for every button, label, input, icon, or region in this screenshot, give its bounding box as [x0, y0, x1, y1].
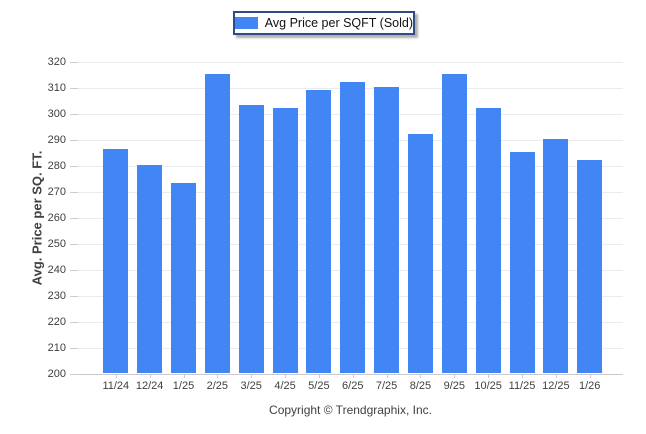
- bar-10-25: [475, 107, 501, 373]
- y-tick-label: 280: [47, 160, 66, 172]
- x-axis-tick: [183, 374, 185, 378]
- y-axis-tick: [70, 348, 78, 349]
- y-axis-tick: [70, 244, 78, 245]
- x-tick-label: 8/25: [409, 380, 432, 392]
- bar-4-25: [272, 107, 298, 373]
- y-tick-label: 210: [47, 342, 66, 354]
- x-axis-line: [78, 374, 623, 375]
- y-tick-label: 220: [47, 316, 66, 328]
- y-axis-title: Avg. Price per SQ. FT.: [29, 150, 45, 286]
- y-tick-label: 320: [47, 56, 66, 68]
- x-axis-tick: [251, 374, 253, 378]
- bar-1-26: [577, 159, 603, 373]
- y-axis-tick: [70, 166, 78, 167]
- x-tick-label: 2/25: [206, 380, 229, 392]
- x-axis-tick: [555, 374, 557, 378]
- x-axis-tick: [217, 374, 219, 378]
- copyright-text: Copyright © Trendgraphix, Inc.: [269, 403, 432, 417]
- y-tick-label: 310: [47, 82, 66, 94]
- x-axis-tick: [285, 374, 287, 378]
- x-axis-tick: [318, 374, 320, 378]
- y-tick-label: 300: [47, 108, 66, 120]
- bar-11-25: [509, 152, 535, 373]
- bar-6-25: [340, 81, 366, 373]
- y-tick-label: 290: [47, 134, 66, 146]
- y-axis-tick: [70, 374, 78, 375]
- bar-12-24: [137, 165, 163, 373]
- x-axis-tick: [454, 374, 456, 378]
- bar-5-25: [306, 89, 332, 373]
- x-tick-label: 10/25: [474, 380, 502, 392]
- bar-8-25: [407, 133, 433, 373]
- legend-swatch-icon: [235, 17, 258, 29]
- x-tick-label: 9/25: [443, 380, 466, 392]
- bar-9-25: [441, 74, 467, 373]
- bar-3-25: [238, 105, 264, 373]
- y-axis-tick: [70, 296, 78, 297]
- x-tick-label: 12/25: [542, 380, 570, 392]
- x-axis-tick: [522, 374, 523, 378]
- bar-11-24: [103, 149, 129, 373]
- y-tick-label: 260: [47, 212, 66, 224]
- x-tick-label: 1/25: [172, 380, 195, 392]
- x-tick-label: 7/25: [375, 380, 398, 392]
- bar-7-25: [374, 87, 400, 373]
- gridline: [78, 62, 623, 63]
- x-tick-label: 6/25: [342, 380, 364, 392]
- y-axis-tick: [70, 192, 78, 193]
- y-axis-tick: [70, 322, 78, 323]
- legend: Avg Price per SQFT (Sold): [233, 11, 415, 35]
- x-axis-tick: [352, 374, 354, 378]
- x-axis-tick: [420, 374, 422, 378]
- bar-12-25: [543, 139, 569, 373]
- y-axis-tick: [70, 270, 78, 271]
- y-axis-tick: [70, 88, 78, 89]
- y-tick-label: 250: [47, 238, 66, 250]
- x-tick-label: 1/26: [578, 380, 601, 392]
- x-tick-label: 11/24: [102, 380, 130, 392]
- x-tick-label: 12/24: [135, 380, 164, 392]
- x-tick-label: 3/25: [240, 380, 262, 392]
- y-axis-tick: [70, 114, 78, 115]
- y-axis-tick: [70, 62, 78, 63]
- x-axis-tick: [386, 374, 388, 378]
- y-tick-label: 200: [47, 368, 66, 380]
- x-axis-tick: [488, 374, 490, 378]
- x-tick-label: 5/25: [308, 380, 330, 392]
- y-axis-tick: [70, 218, 78, 219]
- y-tick-label: 230: [47, 290, 66, 302]
- x-axis-tick: [589, 374, 591, 378]
- x-tick-label: 4/25: [274, 380, 296, 392]
- y-axis-tick: [70, 140, 78, 141]
- x-tick-label: 11/25: [508, 380, 536, 392]
- plot-area: 200 210 220 230 240 250 260 270 280 290 300 310 320 1…: [48, 56, 623, 392]
- legend-label: Avg Price per SQFT (Sold): [264, 16, 413, 30]
- y-tick-label: 270: [47, 186, 66, 198]
- x-axis-tick: [115, 374, 117, 378]
- bar-2-25: [204, 74, 230, 373]
- bar-1-25: [171, 183, 196, 373]
- y-tick-label: 240: [47, 264, 66, 276]
- x-axis-tick: [149, 374, 151, 378]
